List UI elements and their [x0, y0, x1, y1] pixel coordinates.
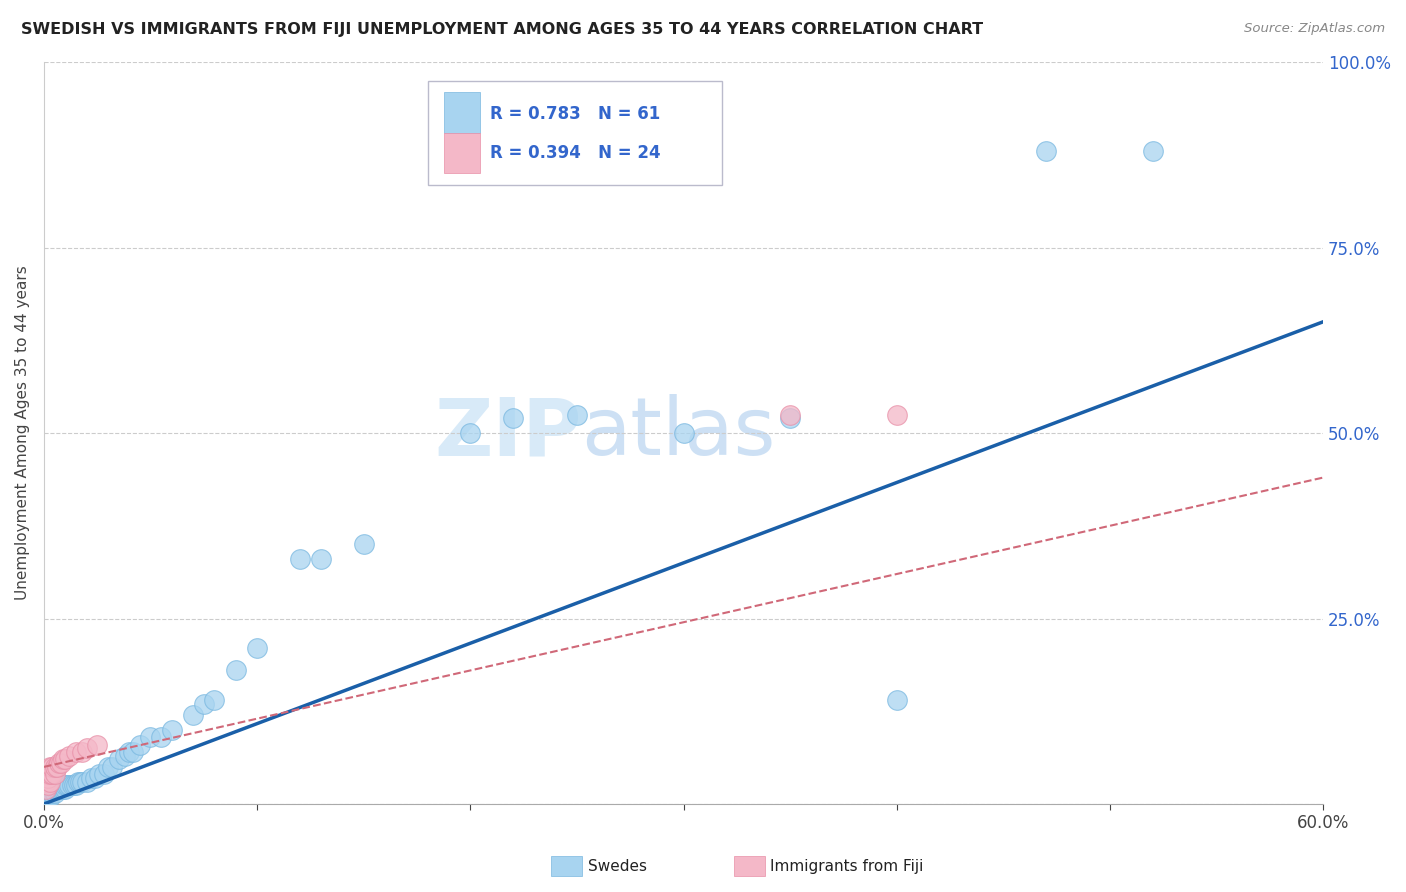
Point [122, 745, 145, 759]
Point [58, 779, 80, 793]
Point [37, 771, 59, 785]
Point [53, 752, 76, 766]
Point [779, 408, 801, 422]
Point [52, 782, 75, 797]
Point [52, 752, 75, 766]
Point [288, 552, 311, 566]
Point [246, 641, 269, 656]
Point [41, 786, 63, 800]
Point [101, 760, 124, 774]
Point [41, 767, 63, 781]
Point [48, 779, 70, 793]
Point [72, 774, 94, 789]
Point [139, 730, 162, 744]
Point [353, 537, 375, 551]
Point [502, 411, 524, 425]
Point [39, 782, 62, 797]
Point [80, 771, 103, 785]
Bar [444, 92, 479, 133]
Point [53, 782, 76, 797]
Point [66, 774, 89, 789]
Point [45, 779, 67, 793]
Point [48, 756, 70, 771]
Point [35, 789, 58, 804]
Point [309, 552, 332, 566]
Point [45, 760, 67, 774]
Point [72, 745, 94, 759]
Point [886, 693, 908, 707]
Point [58, 748, 80, 763]
Point [69, 774, 91, 789]
Point [458, 425, 481, 440]
Point [48, 782, 70, 797]
Text: atlas: atlas [581, 394, 776, 472]
Point [39, 786, 62, 800]
Point [44, 767, 66, 781]
Point [779, 411, 801, 425]
Point [37, 789, 59, 804]
Text: R = 0.783   N = 61: R = 0.783 N = 61 [491, 105, 661, 123]
Text: Swedes: Swedes [588, 859, 647, 873]
Point [193, 697, 215, 711]
Point [35, 786, 58, 800]
Point [86, 738, 108, 752]
Point [49, 782, 72, 797]
Point [118, 745, 141, 759]
Point [225, 664, 247, 678]
Point [56, 779, 79, 793]
Point [53, 779, 76, 793]
Point [128, 738, 150, 752]
Text: SWEDISH VS IMMIGRANTS FROM FIJI UNEMPLOYMENT AMONG AGES 35 TO 44 YEARS CORRELATI: SWEDISH VS IMMIGRANTS FROM FIJI UNEMPLOY… [21, 22, 983, 37]
Point [160, 723, 183, 737]
Point [84, 771, 107, 785]
Point [89, 767, 111, 781]
Text: Source: ZipAtlas.com: Source: ZipAtlas.com [1244, 22, 1385, 36]
Text: Immigrants from Fiji: Immigrants from Fiji [770, 859, 924, 873]
Point [1035, 144, 1057, 158]
Point [39, 760, 62, 774]
Point [93, 767, 115, 781]
FancyBboxPatch shape [427, 80, 721, 185]
Point [44, 782, 66, 797]
Point [41, 782, 63, 797]
Point [204, 693, 226, 707]
Bar [444, 133, 479, 173]
Point [44, 786, 66, 800]
Point [39, 789, 62, 804]
Point [181, 708, 204, 723]
Point [39, 774, 62, 789]
Point [565, 408, 588, 422]
Point [65, 779, 87, 793]
Point [37, 779, 59, 793]
Point [35, 782, 58, 797]
Point [44, 760, 66, 774]
Point [97, 760, 120, 774]
Point [44, 779, 66, 793]
Point [49, 779, 72, 793]
Point [41, 760, 63, 774]
Point [886, 408, 908, 422]
Point [114, 748, 136, 763]
Point [672, 425, 695, 440]
Point [39, 767, 62, 781]
Point [150, 730, 173, 744]
Y-axis label: Unemployment Among Ages 35 to 44 years: Unemployment Among Ages 35 to 44 years [15, 266, 30, 600]
Point [76, 741, 98, 756]
Point [1142, 144, 1164, 158]
Point [49, 756, 72, 771]
Point [107, 752, 129, 766]
Point [65, 745, 87, 759]
Point [60, 779, 83, 793]
Point [35, 774, 58, 789]
Text: R = 0.394   N = 24: R = 0.394 N = 24 [491, 144, 661, 161]
Point [62, 779, 84, 793]
Point [52, 779, 75, 793]
Point [45, 782, 67, 797]
Point [37, 767, 59, 781]
Point [76, 774, 98, 789]
Text: ZIP: ZIP [434, 394, 581, 472]
Point [37, 786, 59, 800]
